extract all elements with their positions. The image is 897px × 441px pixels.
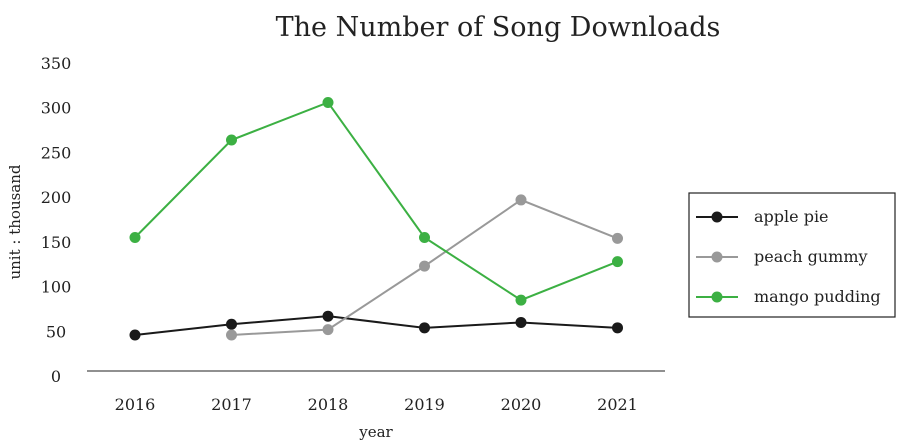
y-tick-label: 150 <box>41 233 72 252</box>
data-point <box>419 322 430 334</box>
y-axis-label: unit : thousand <box>6 164 24 279</box>
data-point <box>515 316 527 328</box>
chart-title: The Number of Song Downloads <box>276 12 721 43</box>
legend-item: mango pudding <box>696 287 881 306</box>
data-point <box>322 310 334 322</box>
x-tick-label: 2017 <box>211 395 252 414</box>
data-point <box>612 322 623 334</box>
series-line <box>134 101 618 302</box>
y-tick-label: 200 <box>41 188 72 207</box>
data-point <box>515 194 527 206</box>
legend-item: apple pie <box>696 207 829 226</box>
data-point <box>226 329 237 341</box>
x-axis-label: year <box>358 423 393 441</box>
x-tick-label: 2021 <box>597 395 638 414</box>
legend-label: peach gummy <box>754 247 868 266</box>
legend-label: apple pie <box>754 207 829 226</box>
y-tick-label: 100 <box>41 278 72 297</box>
x-tick-label: 2019 <box>404 395 445 414</box>
series-line <box>134 315 618 336</box>
data-point <box>226 318 237 330</box>
data-point <box>419 231 430 243</box>
legend-marker <box>711 251 723 263</box>
legend-item: peach gummy <box>696 247 868 266</box>
y-axis-ticks: 0 50 100 150 200 250 300 350 <box>41 54 72 386</box>
data-point <box>322 96 334 108</box>
data-point <box>612 232 623 244</box>
legend-label: mango pudding <box>754 287 881 306</box>
y-tick-label: 250 <box>41 143 72 162</box>
series-peach-gummy <box>226 194 623 341</box>
data-point <box>612 256 623 268</box>
legend-marker <box>711 211 723 223</box>
data-point <box>226 134 237 146</box>
data-point <box>419 260 430 272</box>
data-point <box>129 329 141 341</box>
series-mango-pudding <box>129 96 623 306</box>
legend: apple pie peach gummy mango pudding <box>688 192 896 318</box>
y-tick-label: 0 <box>51 367 61 386</box>
x-tick-label: 2018 <box>308 395 349 414</box>
y-tick-label: 50 <box>46 322 66 341</box>
series-apple-pie <box>129 310 623 341</box>
x-tick-label: 2020 <box>501 395 542 414</box>
legend-box <box>688 192 896 318</box>
data-point <box>322 324 334 336</box>
x-tick-label: 2016 <box>115 395 156 414</box>
series-group <box>129 96 623 341</box>
legend-marker <box>711 291 723 303</box>
data-point <box>515 294 527 306</box>
data-point <box>129 231 141 243</box>
y-tick-label: 300 <box>41 99 72 118</box>
y-tick-label: 350 <box>41 54 72 73</box>
x-axis-ticks: 2016 2017 2018 2019 2020 2021 <box>115 395 638 414</box>
